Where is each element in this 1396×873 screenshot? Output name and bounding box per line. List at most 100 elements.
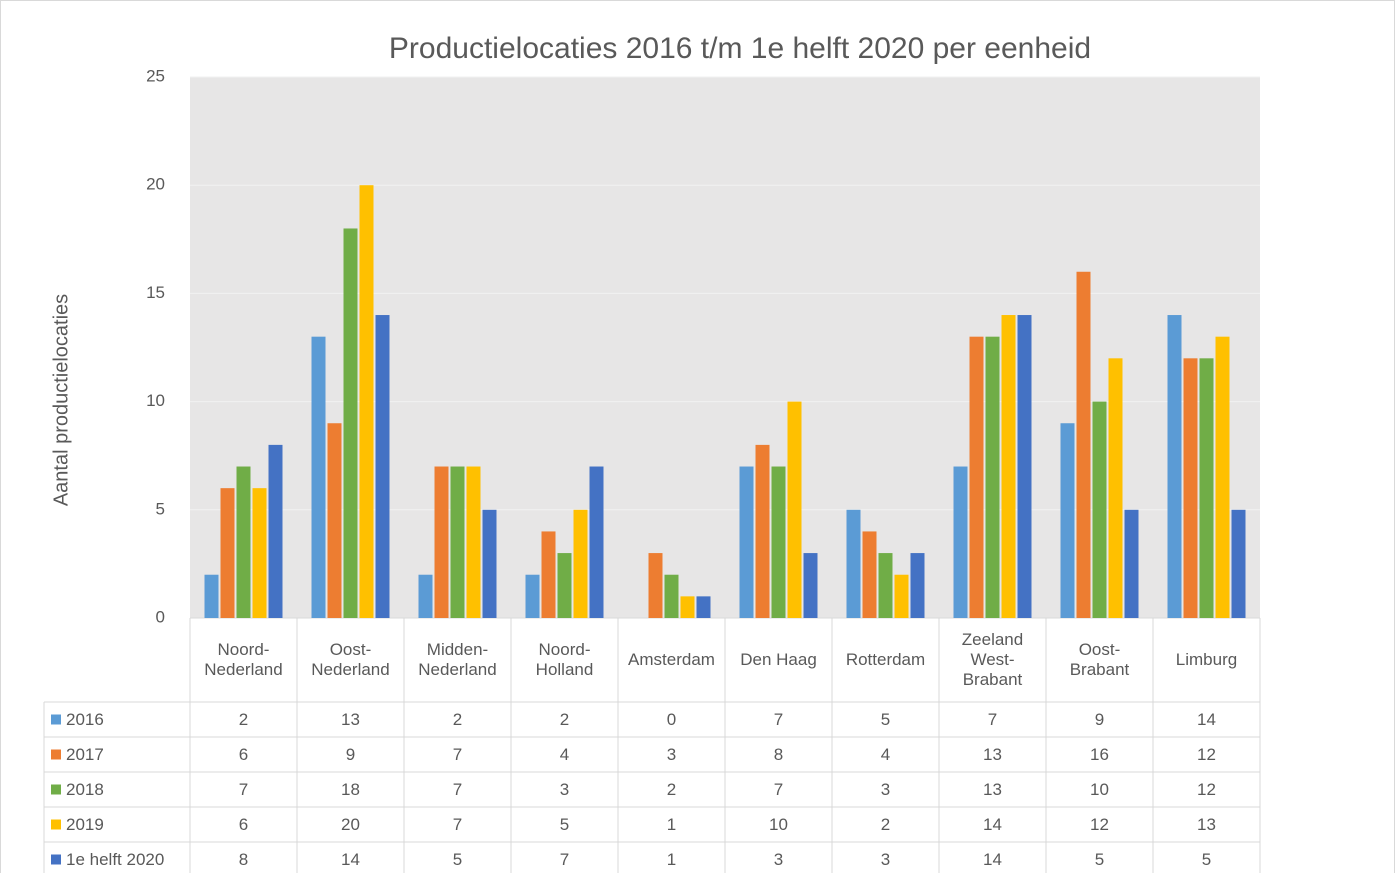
bar: [434, 466, 449, 618]
table-cell: 6: [239, 745, 248, 764]
bar: [1183, 358, 1198, 618]
table-cell: 3: [881, 780, 890, 799]
bar: [375, 315, 390, 618]
table-cell: 13: [341, 710, 360, 729]
x-tick-label: Amsterdam: [628, 650, 715, 669]
legend-swatch: [51, 819, 61, 830]
bar: [894, 574, 909, 618]
table-cell: 20: [341, 815, 360, 834]
y-tick-label: 0: [156, 607, 165, 626]
table-cell: 7: [774, 780, 783, 799]
bar: [268, 444, 283, 618]
bar: [1199, 358, 1214, 618]
table-cell: 2: [881, 815, 890, 834]
table-cell: 14: [341, 850, 360, 869]
table-cell: 13: [983, 780, 1002, 799]
table-cell: 18: [341, 780, 360, 799]
legend-swatch: [51, 749, 61, 760]
table-cell: 14: [1197, 710, 1216, 729]
table-cell: 7: [453, 815, 462, 834]
bar: [910, 553, 925, 618]
table-cell: 14: [983, 815, 1002, 834]
bar: [648, 553, 663, 618]
y-tick-label: 20: [146, 175, 165, 194]
table-cell: 7: [453, 745, 462, 764]
table-cell: 8: [774, 745, 783, 764]
legend-swatch: [51, 714, 61, 725]
bar: [953, 466, 968, 618]
table-cell: 10: [1090, 780, 1109, 799]
x-tick-label: Noord- Holland: [535, 640, 594, 679]
y-tick-label: 15: [146, 283, 165, 302]
x-tick-label: Noord- Nederland: [204, 640, 283, 679]
legend-swatch: [51, 854, 61, 865]
table-cell: 5: [560, 815, 569, 834]
table-cell: 3: [560, 780, 569, 799]
table-cell: 3: [774, 850, 783, 869]
bar: [739, 466, 754, 618]
table-cell: 9: [1095, 710, 1104, 729]
table-cell: 10: [769, 815, 788, 834]
bar: [418, 574, 433, 618]
bar: [878, 553, 893, 618]
table-cell: 12: [1090, 815, 1109, 834]
x-tick-label: Rotterdam: [845, 650, 926, 669]
table-cell: 13: [983, 745, 1002, 764]
table-cell: 2: [453, 710, 462, 729]
bar: [1017, 315, 1032, 618]
bar: [541, 531, 556, 618]
bar: [862, 531, 877, 618]
table-cell: 9: [346, 745, 355, 764]
table-cell: 5: [1202, 850, 1211, 869]
table-cell: 13: [1197, 815, 1216, 834]
table-cell: 4: [560, 745, 569, 764]
table-cell: 5: [881, 710, 890, 729]
legend-label: 2018: [66, 780, 104, 799]
bar: [204, 574, 219, 618]
bar: [771, 466, 786, 618]
bar: [343, 228, 358, 619]
bar: [985, 336, 1000, 618]
bar: [680, 596, 695, 618]
y-tick-label: 5: [156, 499, 165, 518]
bar: [755, 444, 770, 618]
table-cell: 5: [1095, 850, 1104, 869]
legend-label: 2017: [66, 745, 104, 764]
legend-label: 1e helft 2020: [66, 850, 164, 869]
bar: [846, 509, 861, 618]
legend-label: 2019: [66, 815, 104, 834]
table-cell: 3: [667, 745, 676, 764]
bar: [220, 488, 235, 618]
bar: [525, 574, 540, 618]
table-cell: 5: [453, 850, 462, 869]
table-cell: 7: [988, 710, 997, 729]
bar: [1092, 401, 1107, 618]
table-cell: 6: [239, 815, 248, 834]
table-cell: 2: [560, 710, 569, 729]
table-cell: 16: [1090, 745, 1109, 764]
bar: [969, 336, 984, 618]
bar: [1060, 423, 1075, 618]
bar: [1231, 509, 1246, 618]
bar: [450, 466, 465, 618]
bar: [359, 185, 374, 618]
table-cell: 0: [667, 710, 676, 729]
table-cell: 4: [881, 745, 890, 764]
y-axis-label: Aantal productielocaties: [50, 294, 72, 506]
table-cell: 3: [881, 850, 890, 869]
bar: [803, 553, 818, 618]
table-cell: 2: [239, 710, 248, 729]
legend-swatch: [51, 784, 61, 795]
table-cell: 7: [560, 850, 569, 869]
x-tick-label: Midden- Nederland: [418, 640, 497, 679]
bar: [557, 553, 572, 618]
y-tick-label: 10: [146, 391, 165, 410]
bar: [1215, 336, 1230, 618]
table-cell: 12: [1197, 745, 1216, 764]
bar: [787, 401, 802, 618]
bar: [696, 596, 711, 618]
table-cell: 2: [667, 780, 676, 799]
